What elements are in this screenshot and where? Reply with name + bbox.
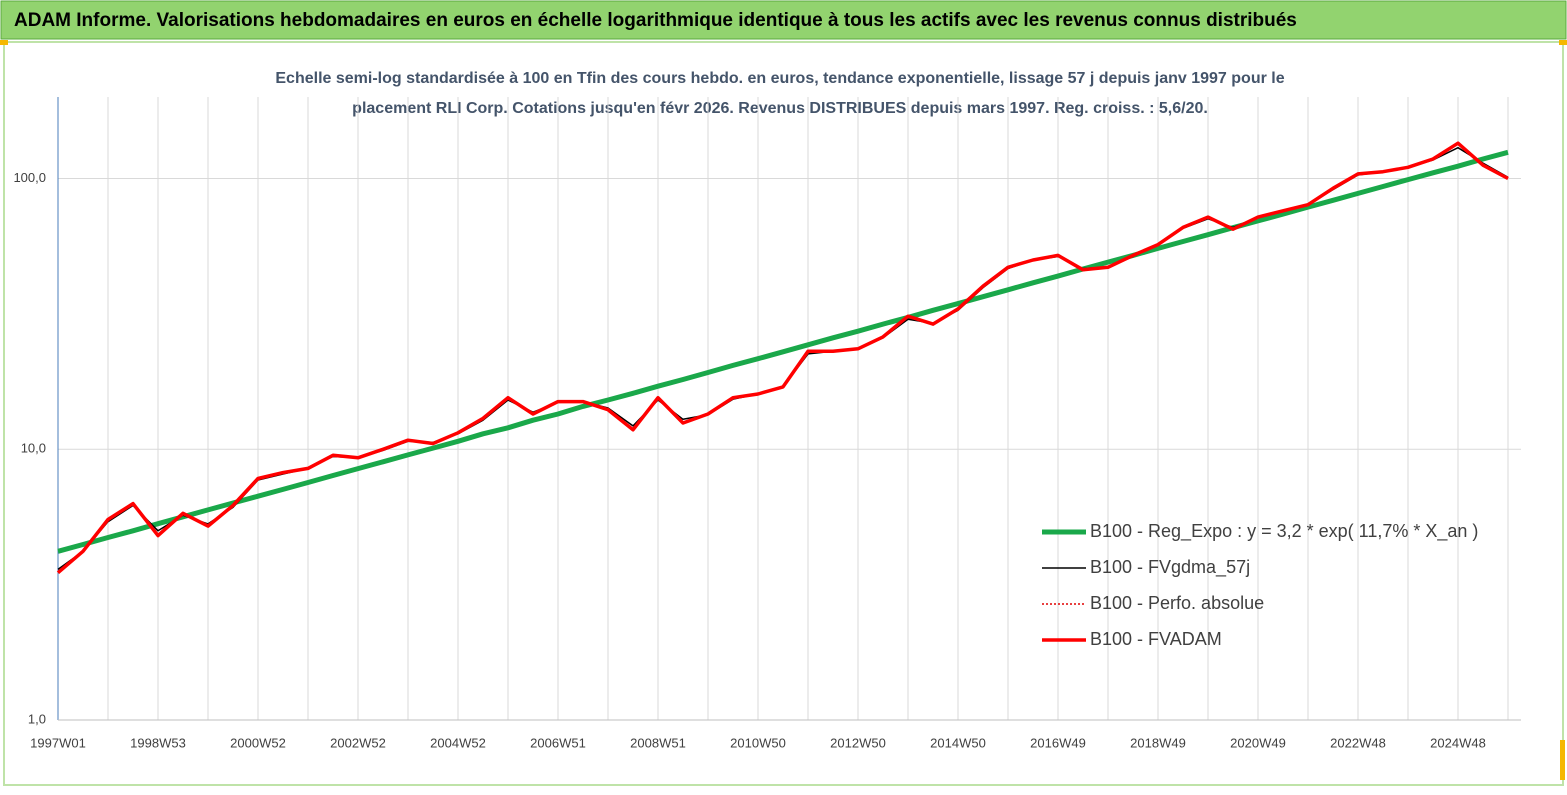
- y-tick-label: 100,0: [13, 170, 46, 185]
- x-tick-label: 2014W50: [930, 735, 986, 750]
- corner-mark: [0, 40, 8, 45]
- chart-subtitle: Echelle semi-log standardisée à 100 en T…: [275, 70, 1284, 87]
- chart-subtitle: placement RLI Corp. Cotations jusqu'en f…: [352, 100, 1208, 117]
- x-tick-label: 2016W49: [1030, 735, 1086, 750]
- corner-mark: [1559, 40, 1567, 45]
- series-line: [56, 141, 1509, 575]
- x-tick-label: 2002W52: [330, 735, 386, 750]
- legend-label: B100 - FVADAM: [1090, 629, 1222, 649]
- chart-frame: [3, 41, 1564, 786]
- banner-title: ADAM Informe. Valorisations hebdomadaire…: [14, 10, 1297, 31]
- x-tick-label: 2018W49: [1130, 735, 1186, 750]
- y-tick-label: 1,0: [28, 711, 46, 726]
- legend-label: B100 - Perfo. absolue: [1090, 593, 1264, 613]
- series-line: [57, 149, 1509, 554]
- x-tick-label: 2024W48: [1430, 735, 1486, 750]
- legend-label: B100 - Reg_Expo : y = 3,2 * exp( 11,7% *…: [1090, 521, 1478, 542]
- x-tick-label: 2006W51: [530, 735, 586, 750]
- banner: [0, 0, 1567, 40]
- x-tick-label: 1998W53: [130, 735, 186, 750]
- x-tick-label: 2000W52: [230, 735, 286, 750]
- x-tick-label: 2004W52: [430, 735, 486, 750]
- x-tick-label: 2020W49: [1230, 735, 1286, 750]
- x-tick-label: 2008W51: [630, 735, 686, 750]
- x-tick-label: 2010W50: [730, 735, 786, 750]
- x-tick-label: 2022W48: [1330, 735, 1386, 750]
- x-tick-label: 1997W01: [30, 735, 86, 750]
- x-tick-label: 2012W50: [830, 735, 886, 750]
- legend-label: B100 - FVgdma_57j: [1090, 557, 1250, 578]
- corner-mark: [1560, 740, 1565, 780]
- y-tick-label: 10,0: [21, 441, 46, 456]
